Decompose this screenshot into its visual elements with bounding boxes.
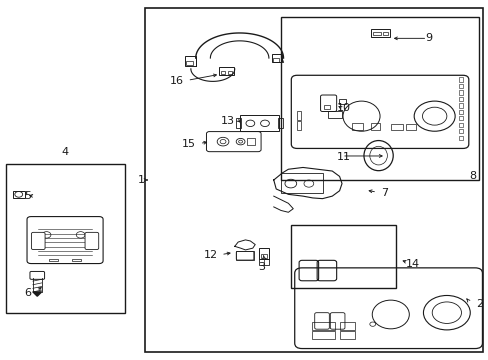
Bar bbox=[235, 118, 240, 129]
Bar bbox=[297, 121, 301, 130]
Bar bbox=[458, 77, 462, 82]
Bar bbox=[458, 123, 462, 127]
Polygon shape bbox=[33, 292, 41, 296]
Text: 10: 10 bbox=[336, 103, 350, 113]
Bar bbox=[370, 30, 389, 37]
Bar bbox=[5, 164, 125, 313]
Bar bbox=[458, 135, 462, 140]
Text: 3: 3 bbox=[258, 262, 264, 273]
Bar bbox=[458, 110, 462, 114]
Bar bbox=[247, 138, 255, 145]
FancyBboxPatch shape bbox=[31, 232, 45, 249]
Bar bbox=[260, 254, 267, 258]
Bar bbox=[458, 129, 462, 134]
Text: 8: 8 bbox=[468, 171, 475, 181]
Bar bbox=[281, 17, 478, 180]
FancyBboxPatch shape bbox=[85, 232, 99, 249]
Text: 4: 4 bbox=[61, 147, 68, 157]
Bar bbox=[13, 191, 25, 198]
Bar bbox=[406, 125, 415, 130]
Bar bbox=[458, 84, 462, 88]
Bar bbox=[72, 258, 81, 261]
Text: 12: 12 bbox=[203, 250, 217, 260]
Bar bbox=[339, 322, 354, 330]
Bar bbox=[458, 97, 462, 101]
Bar bbox=[184, 56, 195, 66]
Bar bbox=[290, 225, 395, 288]
Bar bbox=[338, 99, 345, 104]
Bar bbox=[370, 123, 379, 130]
Bar bbox=[235, 251, 254, 260]
Bar bbox=[324, 105, 330, 109]
Bar bbox=[311, 322, 334, 330]
Text: 13: 13 bbox=[220, 116, 234, 126]
Text: 2: 2 bbox=[475, 299, 482, 309]
Text: 11: 11 bbox=[336, 152, 350, 162]
Text: 6: 6 bbox=[24, 288, 31, 298]
Bar bbox=[339, 330, 354, 338]
Bar bbox=[311, 330, 334, 338]
Bar bbox=[259, 259, 268, 265]
Bar bbox=[382, 32, 387, 35]
Bar bbox=[281, 173, 322, 193]
Bar bbox=[219, 67, 233, 75]
Bar bbox=[372, 32, 380, 35]
Bar bbox=[144, 8, 483, 352]
Bar bbox=[458, 103, 462, 108]
Text: 16: 16 bbox=[169, 76, 183, 86]
Bar bbox=[458, 116, 462, 121]
Bar bbox=[277, 118, 282, 129]
Bar bbox=[390, 125, 402, 130]
Bar bbox=[328, 111, 341, 118]
Bar bbox=[220, 71, 225, 74]
Bar bbox=[297, 111, 301, 120]
Bar bbox=[272, 54, 282, 62]
Bar bbox=[228, 71, 232, 74]
Bar bbox=[273, 58, 279, 62]
Bar bbox=[49, 258, 58, 261]
Bar bbox=[259, 248, 268, 259]
Text: 9: 9 bbox=[424, 33, 431, 43]
Text: 15: 15 bbox=[182, 139, 195, 149]
Text: 1: 1 bbox=[137, 175, 144, 185]
Bar bbox=[351, 123, 362, 130]
Text: 7: 7 bbox=[380, 188, 387, 198]
Text: 5: 5 bbox=[24, 191, 31, 201]
Bar bbox=[458, 90, 462, 95]
Text: 14: 14 bbox=[405, 259, 419, 269]
Bar bbox=[239, 116, 278, 131]
Bar bbox=[186, 60, 192, 65]
